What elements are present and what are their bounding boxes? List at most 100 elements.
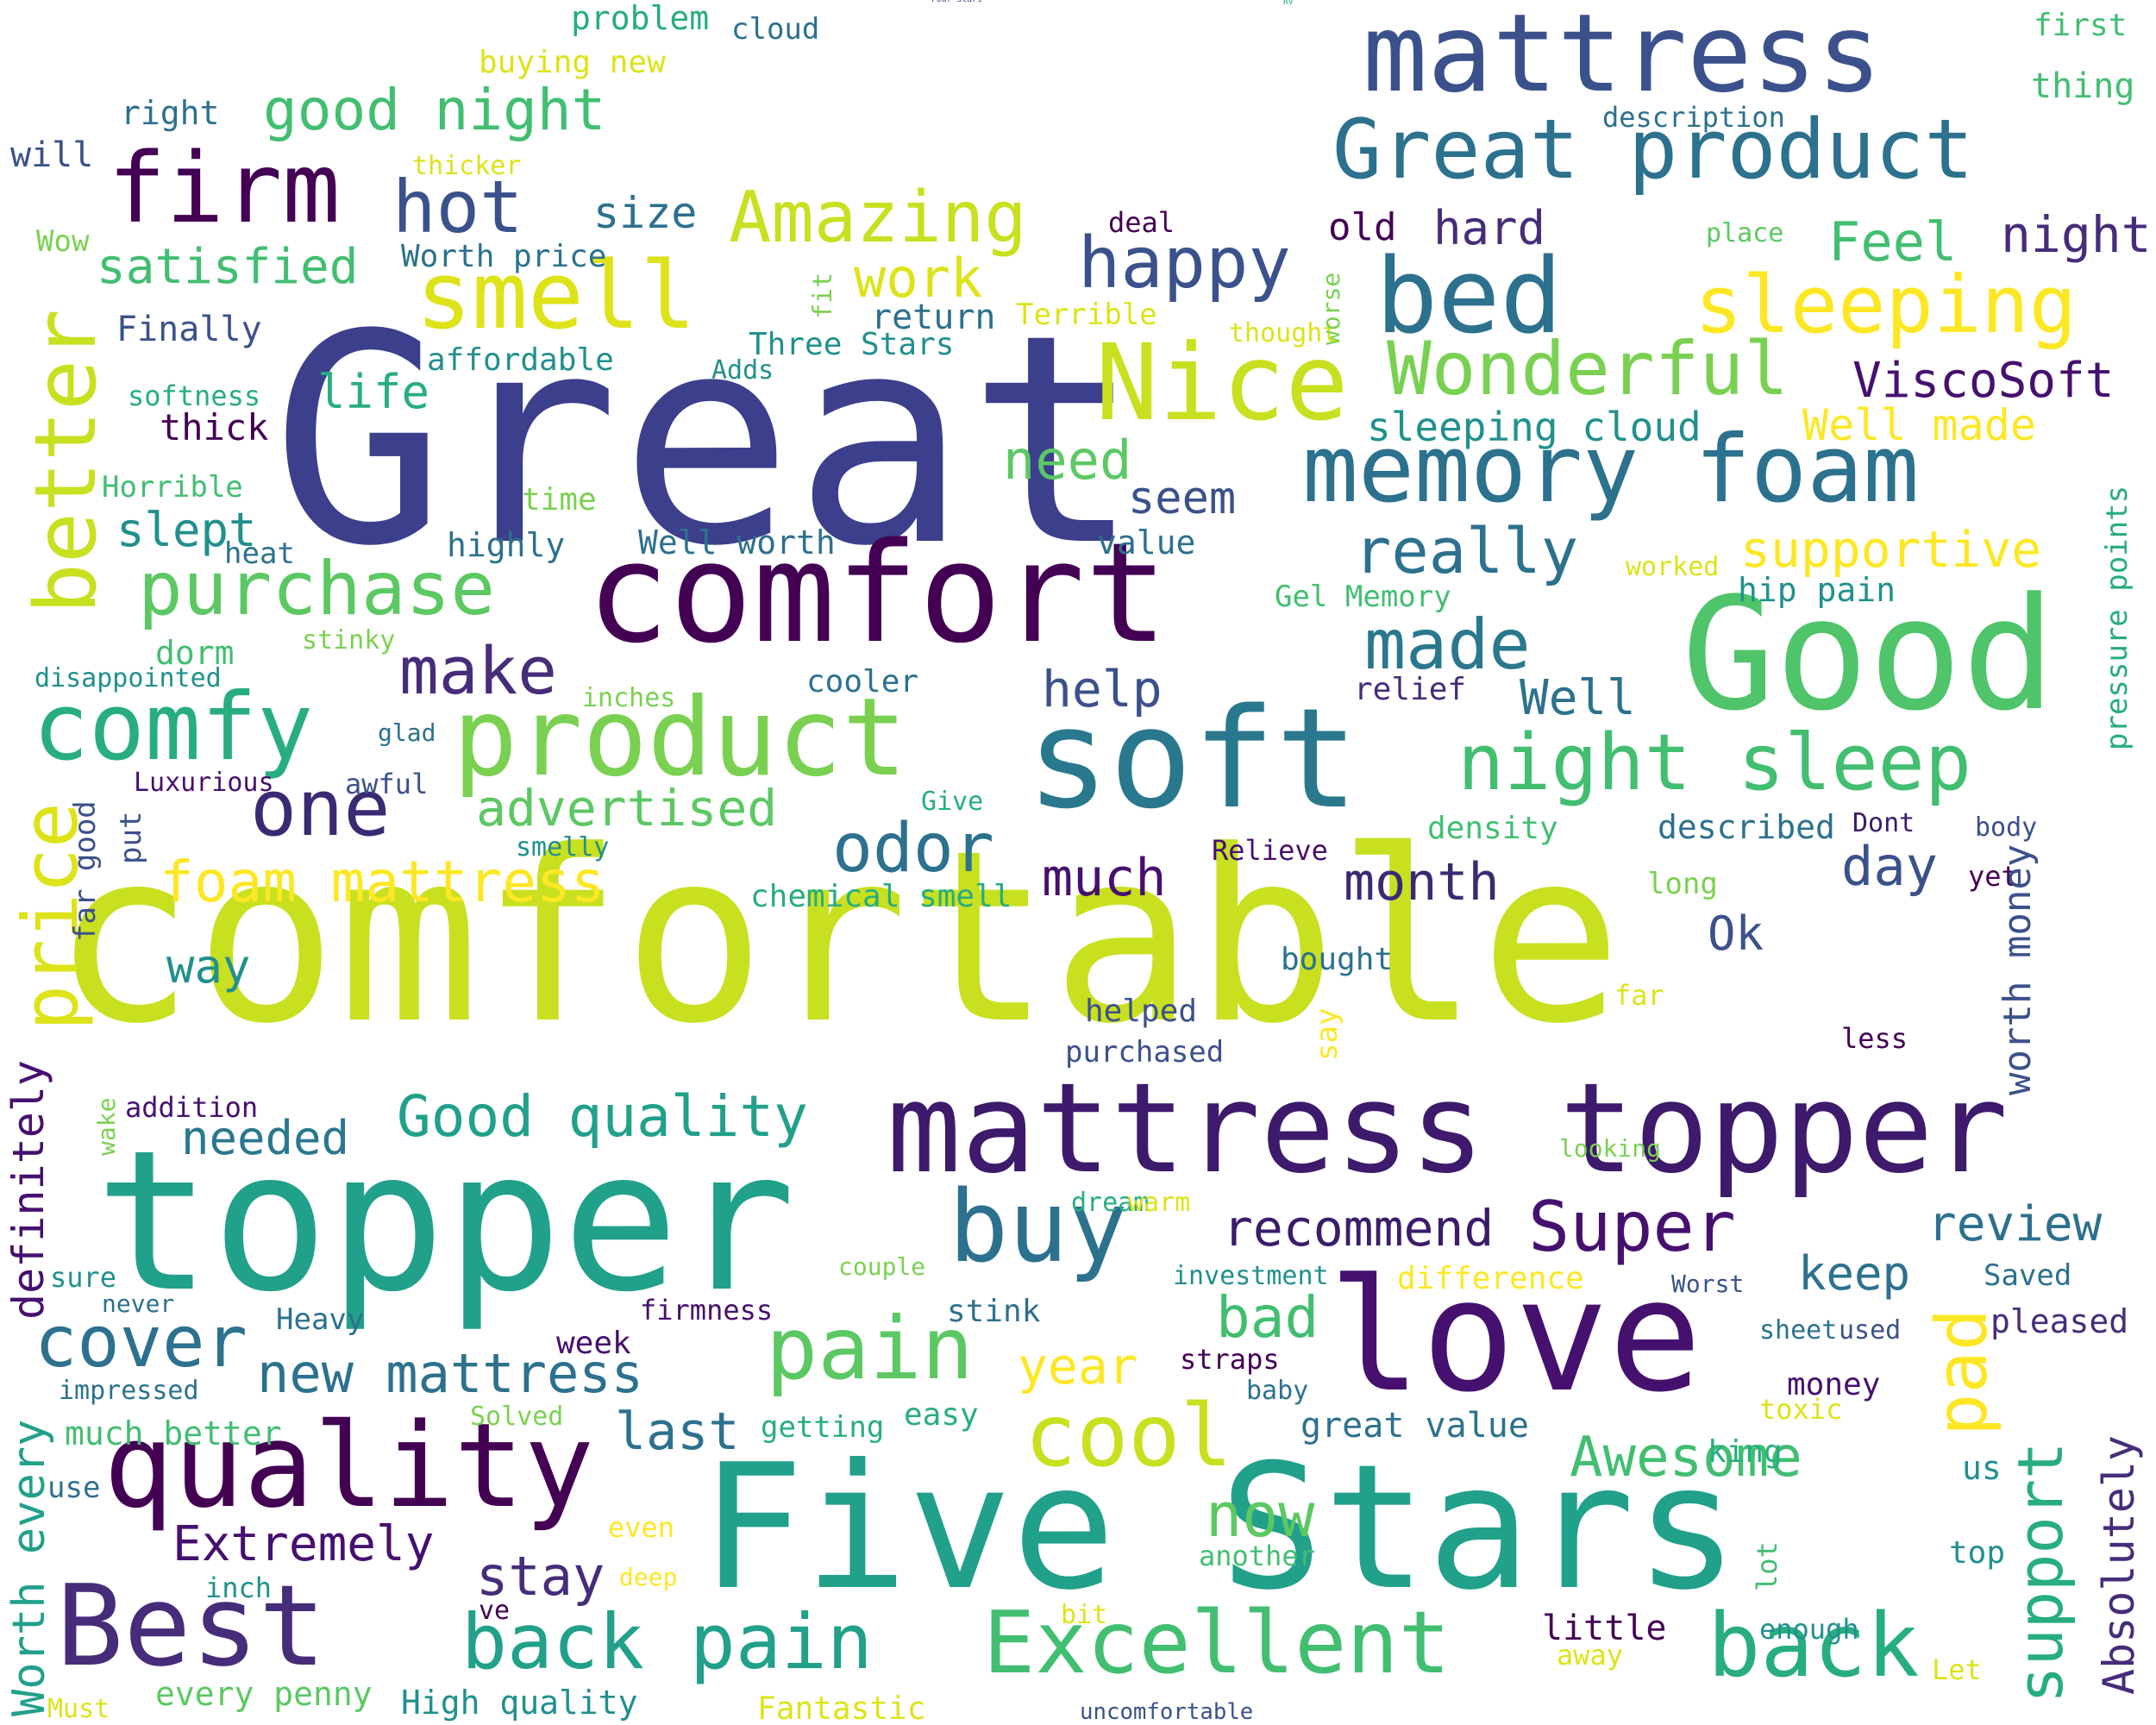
word: High quality — [401, 1684, 638, 1722]
word: disappointed — [34, 663, 222, 693]
word: Feel — [1828, 210, 1958, 273]
word: cool — [1025, 1385, 1232, 1486]
word: chemical smell — [750, 879, 1012, 914]
word: Wow — [36, 224, 90, 259]
word: density — [1427, 811, 1558, 846]
word: odor — [832, 810, 994, 888]
word: money — [1787, 1367, 1881, 1402]
word: definitely — [3, 1059, 53, 1320]
word: far — [1614, 979, 1664, 1012]
word: Let — [1932, 1653, 1982, 1686]
word: away — [1557, 1639, 1624, 1672]
word: comfy — [33, 674, 314, 781]
word: top — [1949, 1535, 2006, 1571]
word: described — [1658, 808, 1835, 846]
word: support — [2004, 1441, 2077, 1703]
word: body — [1975, 812, 2038, 843]
word: us — [1962, 1449, 2002, 1487]
word: inches — [582, 683, 676, 713]
word: memory foam — [1302, 416, 1920, 524]
word: inch — [205, 1571, 273, 1604]
word: heat — [224, 536, 295, 571]
word: Three Stars — [749, 327, 955, 362]
word: Good quality — [397, 1083, 808, 1150]
word: cooler — [806, 664, 919, 699]
word: needed — [181, 1111, 350, 1165]
word: mattress — [1363, 0, 1883, 116]
word: comfortable — [52, 800, 1623, 1076]
word: foam mattress — [160, 849, 605, 915]
word: smell — [416, 242, 697, 350]
word: easy — [904, 1397, 979, 1433]
word: say — [1310, 1007, 1344, 1061]
word: buying new — [479, 45, 666, 80]
word: used — [1839, 1315, 1902, 1346]
word: one — [250, 763, 391, 854]
word: problem — [571, 0, 710, 37]
word: thought — [1229, 318, 1338, 348]
word: sleeping — [1695, 259, 2078, 351]
word: getting — [761, 1410, 885, 1445]
word: Ok — [1708, 906, 1764, 961]
word: investment — [1173, 1261, 1329, 1291]
word: quality — [103, 1398, 594, 1534]
word: Luxurious — [134, 768, 274, 798]
word: Wonderful — [1387, 326, 1789, 412]
word: night sleep — [1457, 718, 1972, 808]
word: Good — [1682, 565, 2056, 745]
word: happy — [1078, 223, 1291, 304]
word: little — [1542, 1609, 1667, 1648]
word: put — [114, 811, 148, 864]
word: hip pain — [1738, 571, 1896, 609]
word: firm — [108, 133, 341, 245]
word: Heavy — [276, 1302, 365, 1337]
word: advertised — [476, 779, 778, 837]
word: Well worth — [638, 524, 836, 561]
word: year — [1018, 1337, 1138, 1396]
word: yet — [1968, 860, 2018, 893]
word: Great product — [1332, 103, 1974, 198]
word: king — [1708, 1434, 1783, 1470]
word: every penny — [155, 1675, 373, 1713]
word: Saved — [1984, 1258, 2072, 1293]
word: Worth every — [3, 1419, 55, 1716]
word: satisfied — [97, 239, 359, 295]
word: never — [102, 1289, 175, 1318]
word: sleeping cloud — [1367, 404, 1702, 450]
word: worth money — [1996, 844, 2040, 1095]
word: toxic — [1759, 1393, 1843, 1426]
word: will — [10, 135, 94, 175]
word: dorm — [155, 634, 235, 672]
word: much better — [65, 1414, 282, 1452]
word: Awesome — [1570, 1426, 1802, 1490]
word: softness — [128, 380, 261, 412]
word: worked — [1626, 552, 1720, 582]
word: addition — [125, 1091, 259, 1124]
word: use — [47, 1471, 101, 1505]
word: Horrible — [102, 470, 243, 505]
word: life — [317, 365, 430, 419]
word: Worth price — [401, 239, 607, 274]
word: sheet — [1759, 1315, 1838, 1346]
word: Must — [47, 1694, 110, 1724]
word: recommend — [1223, 1199, 1495, 1258]
word: fit — [808, 272, 838, 319]
word: first — [2034, 8, 2128, 43]
word: mattress topper — [887, 1056, 2009, 1201]
word: work — [854, 247, 983, 310]
word: hard — [1433, 201, 1546, 255]
word: better — [17, 308, 116, 614]
word: night — [2001, 205, 2152, 264]
word: pad — [1921, 1308, 2003, 1436]
word: Nice — [1095, 322, 1349, 444]
word: wake — [92, 1097, 121, 1156]
word: make — [399, 632, 558, 709]
word: relief — [1354, 672, 1467, 707]
word: seem — [1128, 473, 1237, 524]
word: difference — [1397, 1261, 1584, 1296]
word: helped — [1085, 994, 1198, 1029]
word: right — [121, 94, 220, 132]
word: Super — [1528, 1187, 1736, 1267]
word: back pain — [461, 1597, 873, 1686]
word: Well made — [1802, 400, 2036, 450]
